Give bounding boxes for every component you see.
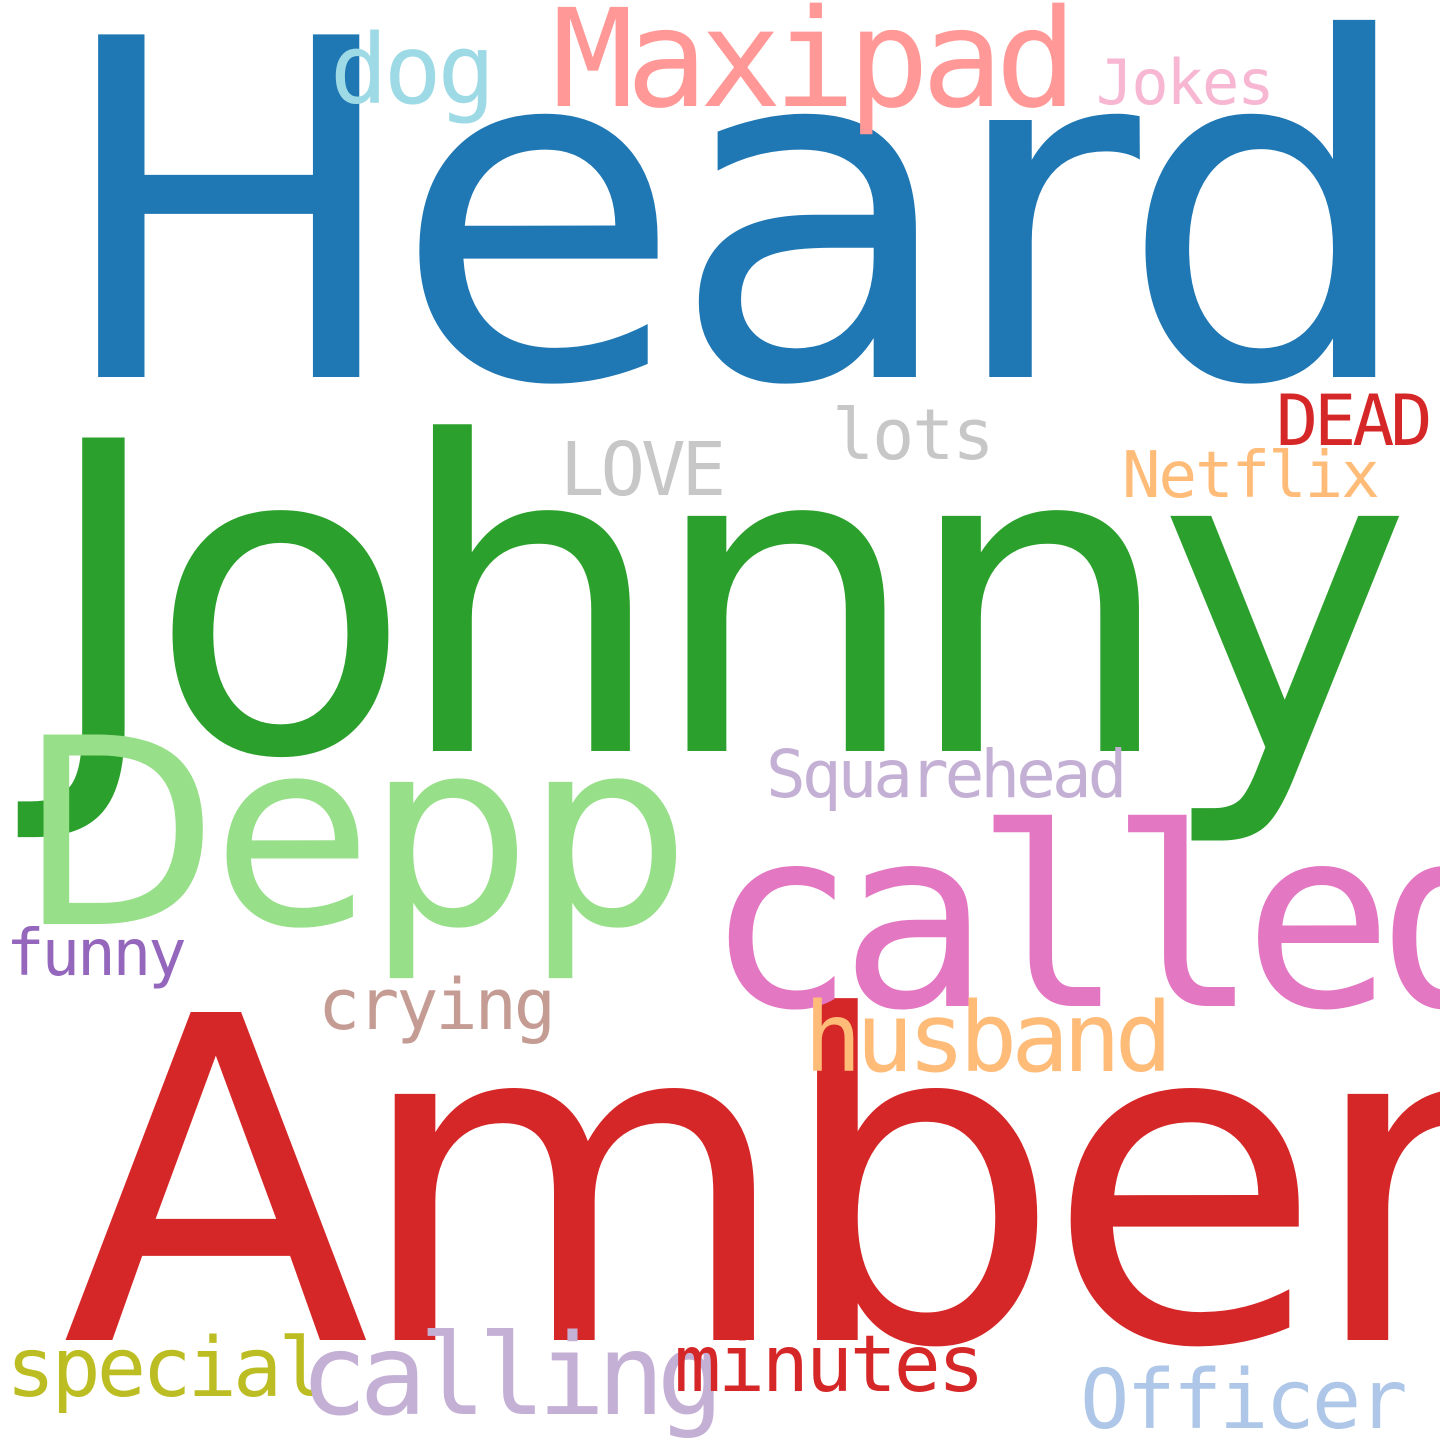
word-called: called (705, 774, 1440, 1065)
word-lots: lots (832, 394, 995, 476)
word-funny: funny (6, 917, 187, 991)
word-depp: Depp (18, 684, 690, 986)
word-crying: crying (318, 964, 556, 1046)
word-maxipad: Maxipad (552, 0, 1077, 139)
word-special: special (6, 1321, 328, 1416)
word-husband: husband (804, 982, 1173, 1094)
word-jokes: Jokes (1096, 46, 1275, 119)
word-love: LOVE (560, 427, 726, 513)
word-squarehead: Squarehead (766, 736, 1127, 813)
word-amber: Amber (62, 923, 1440, 1440)
word-heard: Heard (52, 0, 1418, 488)
word-minutes: minutes (674, 1320, 985, 1410)
word-calling: calling (300, 1311, 724, 1440)
word-officer: Officer (1080, 1353, 1408, 1440)
word-johnny: Johnny (40, 353, 1412, 853)
word-netflix: Netflix (1122, 439, 1380, 513)
word-dog: dog (330, 14, 495, 126)
word-dead: DEAD (1276, 380, 1433, 462)
